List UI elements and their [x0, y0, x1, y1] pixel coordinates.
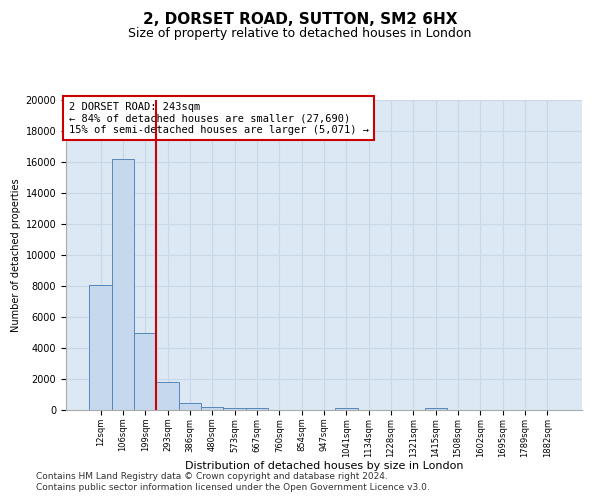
- Bar: [134, 332, 157, 410]
- Bar: [157, 382, 179, 410]
- Text: Contains HM Land Registry data © Crown copyright and database right 2024.: Contains HM Land Registry data © Crown c…: [36, 472, 388, 481]
- Text: 2, DORSET ROAD, SUTTON, SM2 6HX: 2, DORSET ROAD, SUTTON, SM2 6HX: [143, 12, 457, 28]
- Bar: [223, 408, 246, 410]
- Bar: [335, 408, 358, 410]
- Bar: [425, 408, 447, 410]
- Bar: [179, 402, 201, 410]
- Bar: [246, 408, 268, 410]
- X-axis label: Distribution of detached houses by size in London: Distribution of detached houses by size …: [185, 461, 463, 471]
- Bar: [201, 407, 223, 410]
- Y-axis label: Number of detached properties: Number of detached properties: [11, 178, 22, 332]
- Text: Size of property relative to detached houses in London: Size of property relative to detached ho…: [128, 28, 472, 40]
- Text: 2 DORSET ROAD: 243sqm
← 84% of detached houses are smaller (27,690)
15% of semi-: 2 DORSET ROAD: 243sqm ← 84% of detached …: [68, 102, 368, 134]
- Text: Contains public sector information licensed under the Open Government Licence v3: Contains public sector information licen…: [36, 484, 430, 492]
- Bar: [89, 285, 112, 410]
- Bar: [112, 159, 134, 410]
